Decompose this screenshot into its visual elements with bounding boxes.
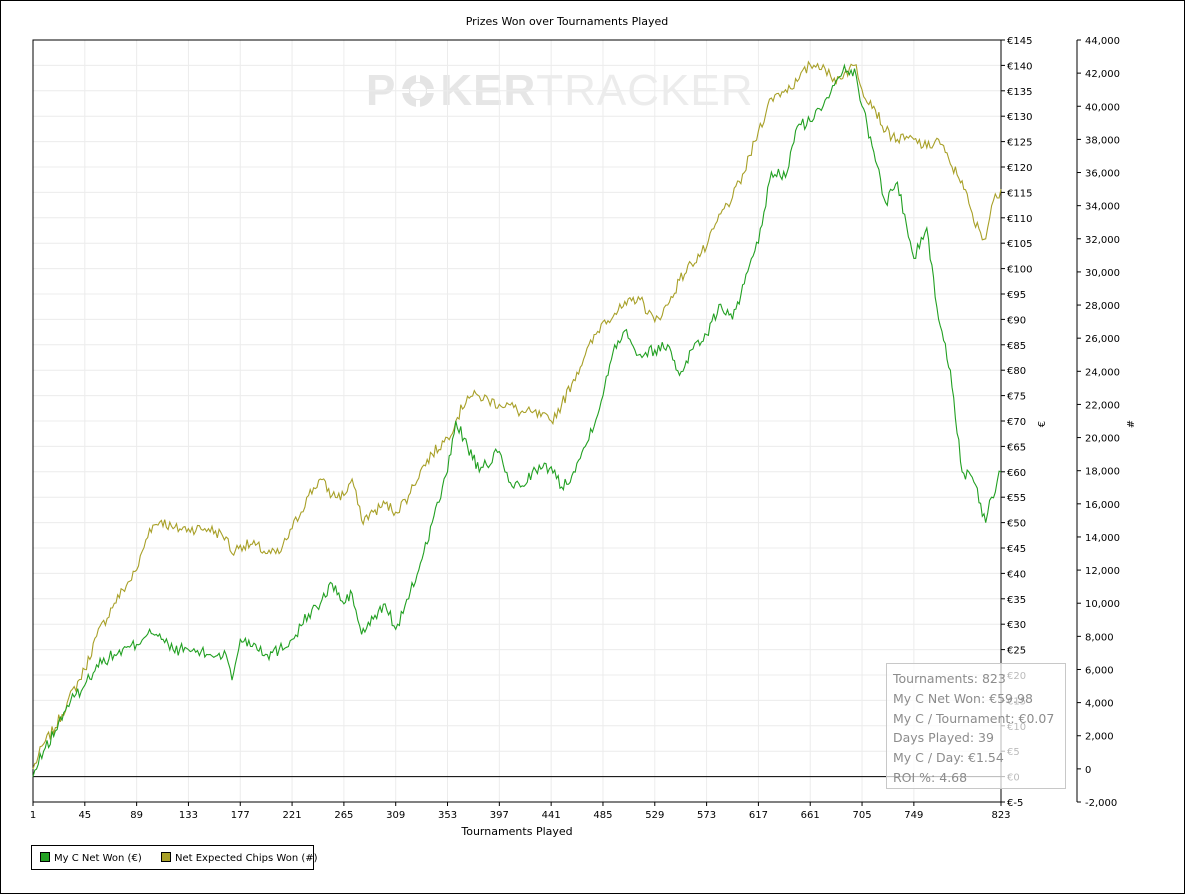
x-axis-tick-label: 221 <box>283 810 302 821</box>
left-axis-tick-label: €60 <box>1007 468 1026 479</box>
left-axis-tick-label: €110 <box>1007 214 1032 225</box>
right-axis-tick-label: 6,000 <box>1085 665 1114 676</box>
left-axis-tick-label: €70 <box>1007 417 1026 428</box>
x-axis-tick-label: 1 <box>30 810 36 821</box>
stat-per-day: My C / Day: €1.54 <box>893 750 1004 766</box>
left-axis-label: € <box>1037 421 1048 427</box>
left-axis-tick-label: €125 <box>1007 138 1032 149</box>
right-axis-tick-label: 32,000 <box>1085 235 1120 246</box>
left-axis-tick-label: €90 <box>1007 315 1026 326</box>
left-axis-tick-label: €145 <box>1007 36 1032 47</box>
right-axis-tick-label: 12,000 <box>1085 566 1120 577</box>
left-axis-tick-label: €80 <box>1007 366 1026 377</box>
chart-legend: My C Net Won (€) Net Expected Chips Won … <box>31 845 318 870</box>
left-axis-tick-label: €25 <box>1007 646 1026 657</box>
left-axis-tick-label: €45 <box>1007 544 1026 555</box>
stats-summary-box: Tournaments: 823 My C Net Won: €59.98 My… <box>886 663 1066 789</box>
legend-label: My C Net Won (€) <box>54 853 142 864</box>
x-axis-tick-label: 749 <box>904 810 923 821</box>
legend-swatch-olive <box>161 852 171 862</box>
left-axis-tick-label: €55 <box>1007 493 1026 504</box>
right-axis-tick-label: -2,000 <box>1085 798 1117 809</box>
grid-lines <box>32 39 1002 803</box>
stat-tournaments: Tournaments: 823 <box>893 671 1006 686</box>
right-axis-tick-label: 26,000 <box>1085 334 1120 345</box>
x-axis-tick-label: 177 <box>231 810 250 821</box>
right-axis-tick-label: 10,000 <box>1085 599 1120 610</box>
legend-label: Net Expected Chips Won (#) <box>175 853 318 864</box>
left-axis-tick-label: €65 <box>1007 442 1026 453</box>
left-axis-tick-label: €-5 <box>1007 798 1023 809</box>
stat-days-played: Days Played: 39 <box>893 730 994 746</box>
series-line-net-won <box>32 63 1002 777</box>
right-axis-tick-label: 0 <box>1085 765 1091 776</box>
x-axis-tick-label: 309 <box>386 810 405 821</box>
chart-title: Prizes Won over Tournaments Played <box>466 15 669 28</box>
left-axis-tick-label: €35 <box>1007 595 1026 606</box>
legend-item-expected-chips: Net Expected Chips Won (#) <box>161 852 318 864</box>
right-axis-tick-label: 36,000 <box>1085 169 1120 180</box>
x-axis-tick-label: 89 <box>130 810 143 821</box>
x-axis-tick-label: 705 <box>852 810 871 821</box>
right-axis-tick-label: 40,000 <box>1085 102 1120 113</box>
x-axis-tick-label: 617 <box>749 810 768 821</box>
right-axis-tick-label: 34,000 <box>1085 202 1120 213</box>
left-axis-tick-label: €105 <box>1007 239 1032 250</box>
stat-net-won: My C Net Won: €59.98 <box>893 690 1033 706</box>
right-axis-tick-label: 22,000 <box>1085 400 1120 411</box>
right-axis-tick-label: 8,000 <box>1085 632 1114 643</box>
right-axis-tick-label: 42,000 <box>1085 69 1120 80</box>
legend-item-net-won: My C Net Won (€) <box>40 852 142 864</box>
right-axis-tick-label: 18,000 <box>1085 467 1120 478</box>
left-axis-tick-label: €130 <box>1007 112 1032 123</box>
x-axis-tick-label: 823 <box>991 810 1010 821</box>
left-axis-tick-label: €50 <box>1007 519 1026 530</box>
x-axis-tick-label: 265 <box>334 810 353 821</box>
x-axis-tick-label: 45 <box>78 810 91 821</box>
series-lines <box>32 60 1002 777</box>
x-axis-label: Tournaments Played <box>460 825 572 838</box>
series-line-net-expected-chips <box>32 60 1002 770</box>
right-axis-tick-label: 2,000 <box>1085 732 1114 743</box>
right-axis-tick-label: 16,000 <box>1085 500 1120 511</box>
left-axis-tick-label: €30 <box>1007 620 1026 631</box>
x-axis: 1 45 89 133 177 221 265 309 353 397 441 485 529 573 61… <box>30 802 1011 821</box>
x-axis-tick-label: 529 <box>645 810 664 821</box>
left-axis-tick-label: €95 <box>1007 290 1026 301</box>
right-axis-tick-label: 4,000 <box>1085 699 1114 710</box>
x-axis-tick-label: 397 <box>490 810 509 821</box>
right-axis: -2,000 0 2,000 4,000 6,000 8,000 10,000 12,000 1… <box>1076 36 1120 809</box>
x-axis-tick-label: 485 <box>593 810 612 821</box>
left-axis-tick-label: €75 <box>1007 392 1026 403</box>
left-axis-tick-label: €140 <box>1007 61 1032 72</box>
right-axis-tick-label: 44,000 <box>1085 36 1120 47</box>
x-axis-tick-label: 573 <box>697 810 716 821</box>
right-axis-tick-label: 20,000 <box>1085 434 1120 445</box>
stat-roi: ROI %: 4.68 <box>893 769 968 785</box>
right-axis-label: # <box>1126 420 1137 428</box>
x-axis-tick-label: 353 <box>438 810 457 821</box>
right-axis-tick-label: 38,000 <box>1085 135 1120 146</box>
right-axis-tick-label: 14,000 <box>1085 533 1120 544</box>
left-axis-tick-label: €135 <box>1007 87 1032 98</box>
left-axis-tick-label: €40 <box>1007 569 1026 580</box>
right-axis-tick-label: 30,000 <box>1085 268 1120 279</box>
x-axis-tick-label: 441 <box>542 810 561 821</box>
x-axis-tick-label: 133 <box>179 810 198 821</box>
right-axis-tick-label: 28,000 <box>1085 301 1120 312</box>
stat-per-tournament: My C / Tournament: €0.07 <box>893 710 1055 726</box>
right-axis-tick-label: 24,000 <box>1085 367 1120 378</box>
left-axis-tick-label: €120 <box>1007 163 1032 174</box>
left-axis-tick-label: €100 <box>1007 265 1032 276</box>
x-axis-tick-label: 661 <box>801 810 820 821</box>
left-axis-tick-label: €85 <box>1007 341 1026 352</box>
legend-swatch-green <box>40 852 50 862</box>
left-axis-tick-label: €115 <box>1007 188 1032 199</box>
